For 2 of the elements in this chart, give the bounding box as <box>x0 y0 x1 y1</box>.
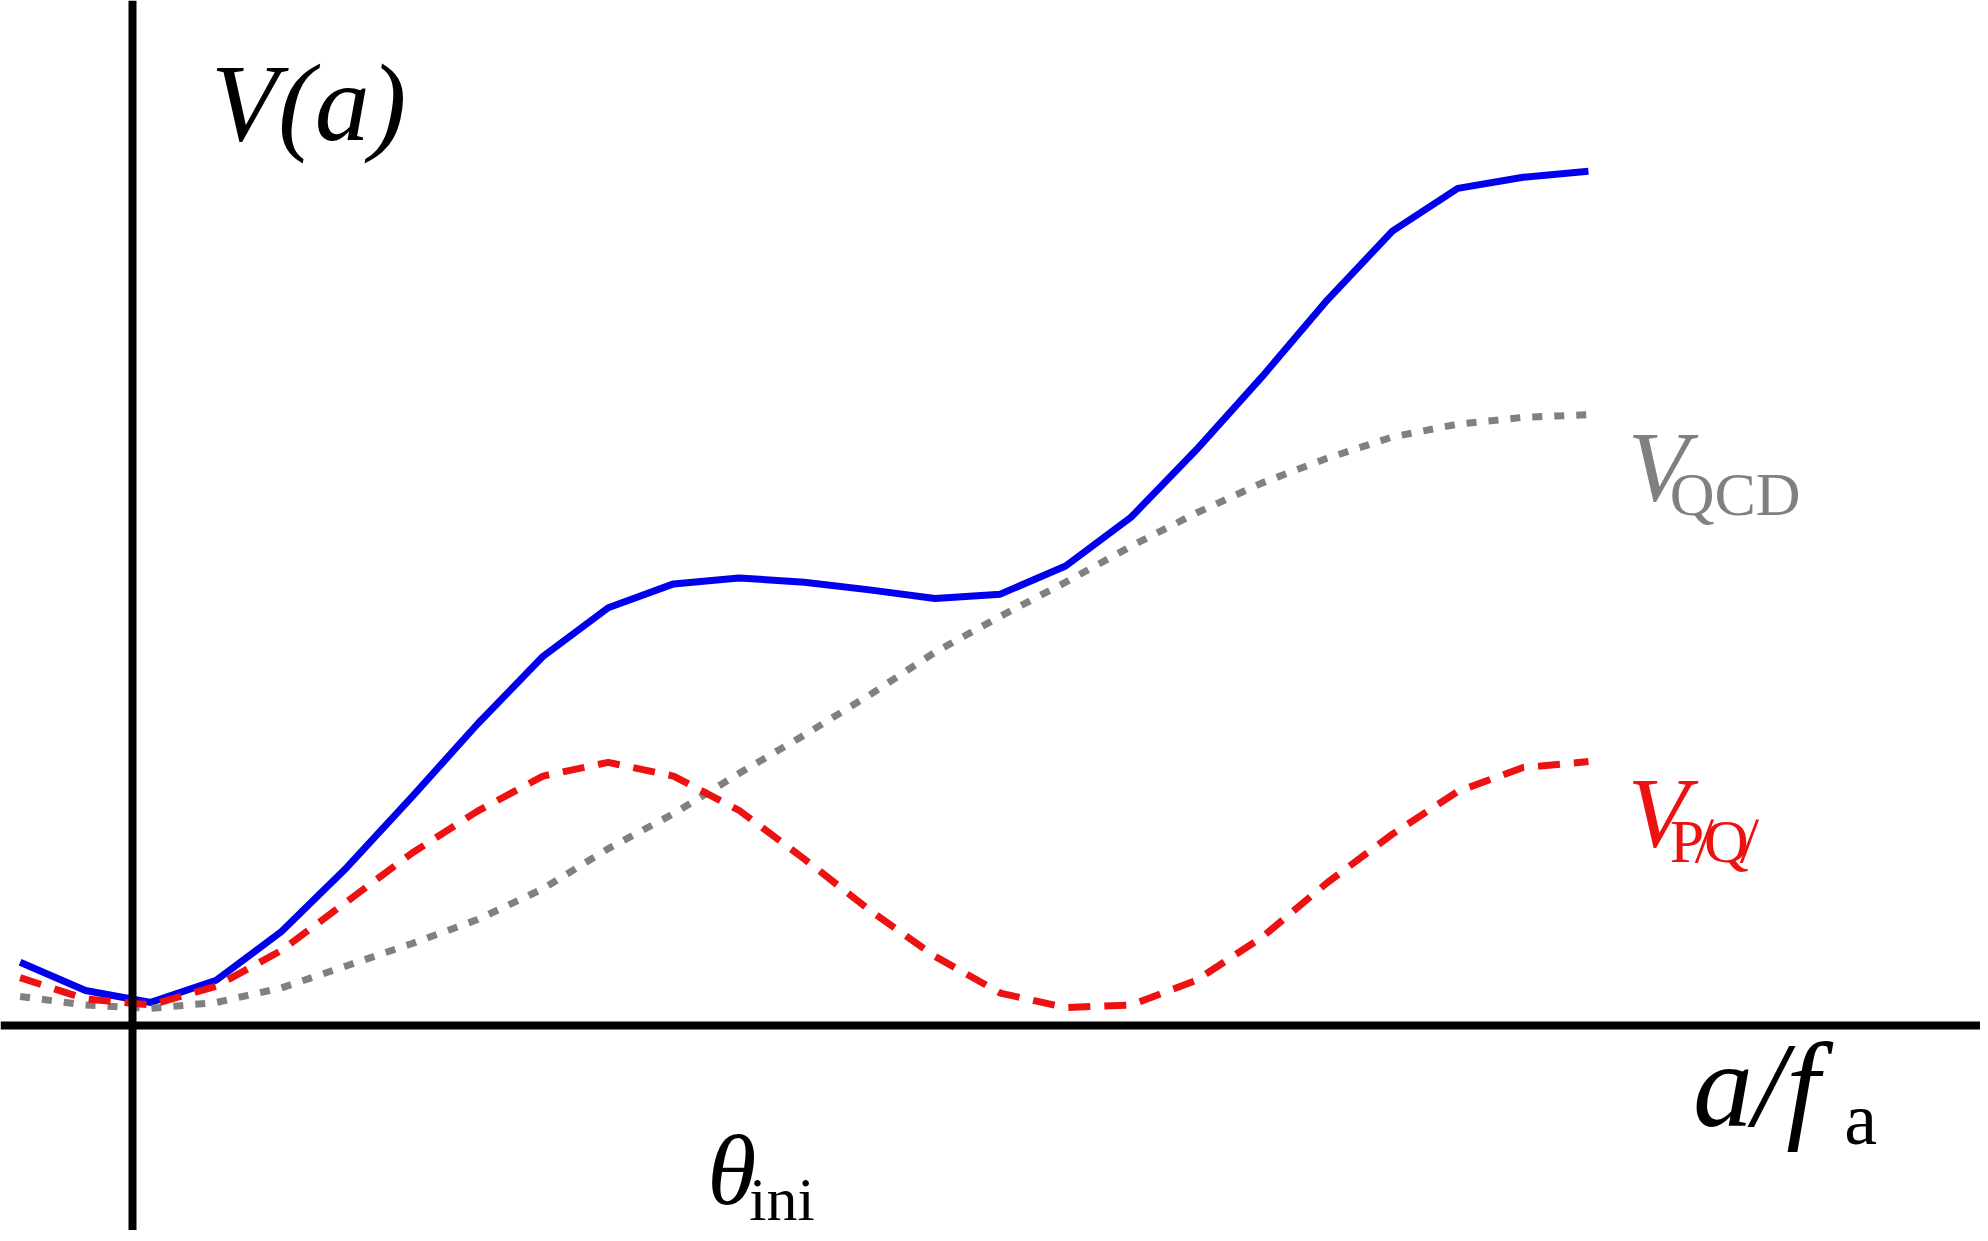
x-axis-title: a/fa <box>1692 1018 1878 1160</box>
y-axis-title: V(a) <box>210 42 407 164</box>
